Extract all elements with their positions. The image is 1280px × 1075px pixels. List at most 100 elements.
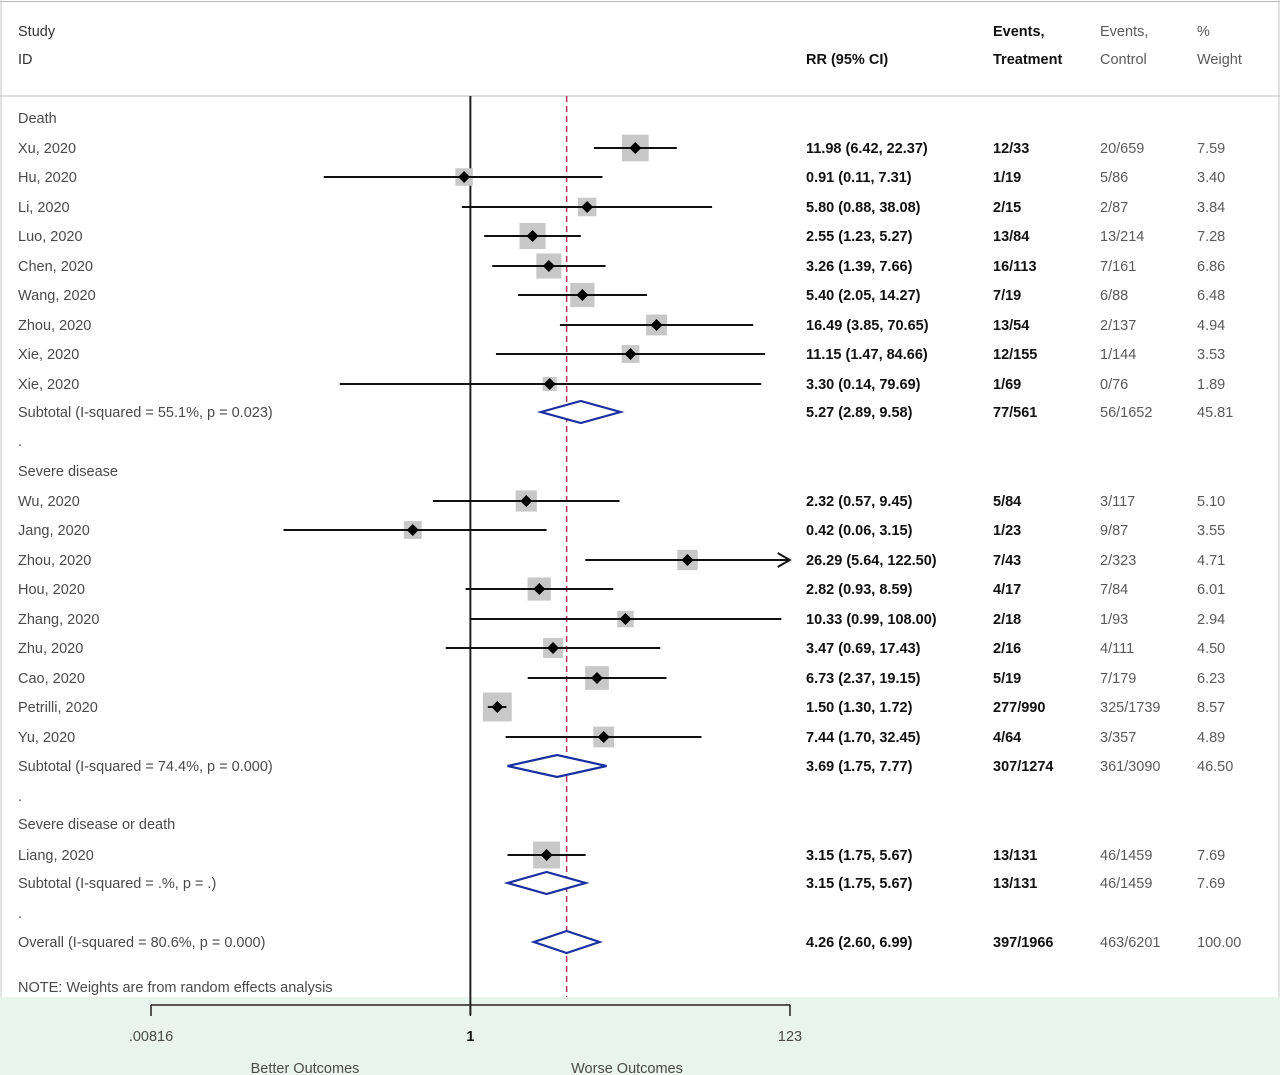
header-events-treatment: Events, [993,24,1045,40]
point-estimate [406,524,419,536]
rr-ci-value: 5.27 (2.89, 9.58) [806,405,913,421]
study-label: Xu, 2020 [18,141,76,157]
rr-ci-value: 2.32 (0.57, 9.45) [806,494,913,510]
events-control-value: 3/357 [1100,730,1136,746]
study-label: Hou, 2020 [18,582,85,598]
header-control: Control [1100,52,1147,68]
spacer-dot: . [18,434,22,450]
point-estimate [533,583,546,595]
rr-ci-value: 2.82 (0.93, 8.59) [806,582,913,598]
events-control-value: 5/86 [1100,170,1128,186]
rr-ci-value: 3.47 (0.69, 17.43) [806,641,921,657]
study-label: Cao, 2020 [18,671,85,687]
rr-ci-value: 3.26 (1.39, 7.66) [806,259,913,275]
weight-value: 7.28 [1197,229,1225,245]
spacer-dot: . [18,789,22,805]
events-treatment-value: 16/113 [993,259,1037,275]
events-treatment-value: 5/84 [993,494,1021,510]
events-treatment-value: 5/19 [993,671,1021,687]
rr-ci-value: 5.80 (0.88, 38.08) [806,200,921,216]
weight-value: 5.10 [1197,494,1225,510]
point-estimate [619,613,632,625]
subtotal-diamond [536,399,625,425]
weight-value: 4.94 [1197,318,1225,334]
rr-ci-value: 7.44 (1.70, 32.45) [806,730,921,746]
events-control-value: 3/117 [1100,494,1135,510]
weight-value: 7.59 [1197,141,1225,157]
weight-value: 6.23 [1197,671,1225,687]
events-treatment-value: 13/131 [993,876,1037,892]
study-label: Chen, 2020 [18,259,93,275]
overall-diamond [530,929,603,955]
group-heading: Severe disease [18,464,118,480]
point-estimate [597,731,610,743]
events-treatment-value: 13/84 [993,229,1029,245]
rr-ci-value: 0.42 (0.06, 3.15) [806,523,913,539]
events-control-value: 13/214 [1100,229,1144,245]
x-tick-label: 123 [778,1029,802,1045]
weight-value: 7.69 [1197,876,1225,892]
events-treatment-value: 7/19 [993,288,1021,304]
weight-value: 3.84 [1197,200,1225,216]
events-control-value: 46/1459 [1100,848,1152,864]
rr-ci-value: 0.91 (0.11, 7.31) [806,170,912,186]
events-control-value: 7/84 [1100,582,1128,598]
weight-value: 4.50 [1197,641,1225,657]
rr-ci-value: 6.73 (2.37, 19.15) [806,671,921,687]
events-treatment-value: 77/561 [993,405,1037,421]
events-treatment-value: 13/54 [993,318,1029,334]
point-estimate [526,230,539,242]
group-heading: Severe disease or death [18,817,175,833]
events-control-value: 1/93 [1100,612,1128,628]
events-treatment-value: 4/17 [993,582,1021,598]
rr-ci-value: 1.50 (1.30, 1.72) [806,700,913,716]
events-treatment-value: 1/69 [993,377,1021,393]
rr-ci-value: 10.33 (0.99, 108.00) [806,612,937,628]
study-label: Wang, 2020 [18,288,96,304]
study-label: Wu, 2020 [18,494,80,510]
header-percent: % [1197,24,1210,40]
footer-band [0,997,1280,1075]
events-control-value: 463/6201 [1100,935,1160,951]
study-label: Luo, 2020 [18,229,83,245]
study-label: Yu, 2020 [18,730,75,746]
events-control-value: 56/1652 [1100,405,1152,421]
events-treatment-value: 277/990 [993,700,1045,716]
point-estimate [520,495,533,507]
weight-value: 46.50 [1197,759,1233,775]
events-treatment-value: 4/64 [993,730,1021,746]
rr-ci-value: 26.29 (5.64, 122.50) [806,553,937,569]
weight-value: 100.00 [1197,935,1241,951]
rr-ci-value: 2.55 (1.23, 5.27) [806,229,913,245]
events-treatment-value: 1/19 [993,170,1021,186]
events-control-value: 20/659 [1100,141,1144,157]
events-treatment-value: 397/1966 [993,935,1053,951]
study-label: Zhang, 2020 [18,612,99,628]
events-control-value: 9/87 [1100,523,1128,539]
events-control-value: 0/76 [1100,377,1128,393]
rr-ci-value: 3.15 (1.75, 5.67) [806,848,913,864]
point-estimate [576,289,589,301]
x-tick-label: .00816 [129,1029,173,1045]
subtotal-label: Subtotal (I-squared = 74.4%, p = 0.000) [18,759,273,775]
point-estimate [629,142,642,154]
header-id: ID [18,52,33,68]
events-control-value: 2/87 [1100,200,1128,216]
study-label: Liang, 2020 [18,848,94,864]
spacer-dot: . [18,906,22,922]
subtotal-label: Subtotal (I-squared = 55.1%, p = 0.023) [18,405,273,421]
study-label: Xie, 2020 [18,347,79,363]
study-label: Zhou, 2020 [18,318,91,334]
header-treatment: Treatment [993,52,1062,68]
point-estimate [458,171,471,183]
rr-ci-value: 11.98 (6.42, 22.37) [806,141,928,157]
header-rr: RR (95% CI) [806,52,888,68]
events-treatment-value: 307/1274 [993,759,1053,775]
point-estimate [650,319,663,331]
weight-value: 8.57 [1197,700,1225,716]
study-label: Xie, 2020 [18,377,79,393]
header-study: Study [18,24,56,40]
point-estimate [491,701,504,713]
point-estimate [624,348,637,360]
